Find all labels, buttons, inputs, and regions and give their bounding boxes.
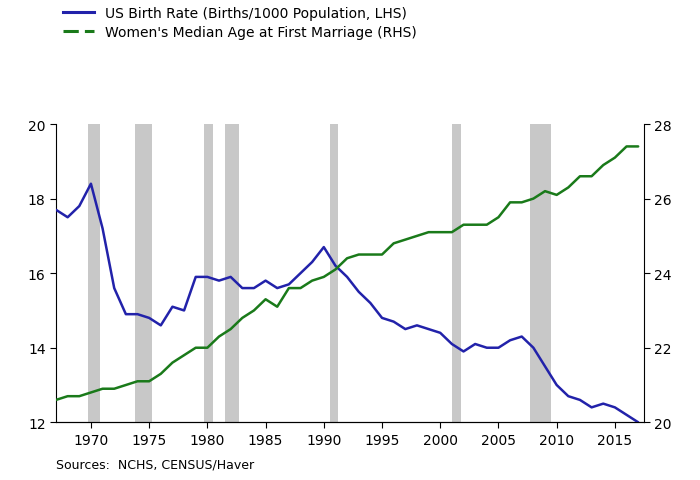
Bar — [204, 125, 214, 422]
Bar — [134, 125, 152, 422]
Bar — [88, 125, 99, 422]
Bar — [330, 125, 338, 422]
Text: Sources:  NCHS, CENSUS/Haver: Sources: NCHS, CENSUS/Haver — [56, 457, 254, 470]
Bar — [225, 125, 239, 422]
Bar — [531, 125, 551, 422]
Bar — [452, 125, 461, 422]
Legend: US Birth Rate (Births/1000 Population, LHS), Women's Median Age at First Marriag: US Birth Rate (Births/1000 Population, L… — [63, 7, 416, 40]
